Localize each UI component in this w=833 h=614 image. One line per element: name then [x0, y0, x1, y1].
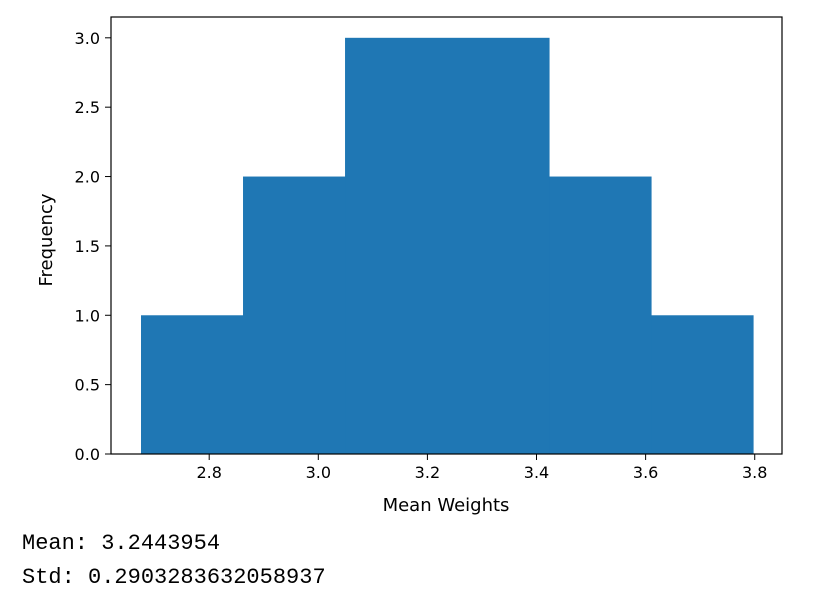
y-tick-label: 2.0: [75, 168, 100, 187]
y-tick-label: 1.5: [75, 237, 100, 256]
axis-ticks: 2.8 3.0 3.2 3.4 3.6 3.8 0.0 0.5 1.0 1.5 2.0 2.5 3.0: [75, 29, 768, 482]
histogram-bar: [345, 37, 550, 455]
histogram-bar: [141, 315, 244, 454]
x-tick-label: 3.4: [524, 463, 549, 482]
y-tick-label: 3.0: [75, 29, 100, 48]
plot-frame: [110, 16, 783, 455]
x-tick-label: 3.0: [306, 463, 331, 482]
x-axis-label: Mean Weights: [383, 495, 510, 516]
x-tick-label: 3.6: [633, 463, 658, 482]
histogram-bar: [651, 315, 754, 454]
y-axis-label: Frequency: [36, 193, 57, 286]
histogram-bars: [141, 37, 754, 455]
x-tick-label: 3.8: [742, 463, 767, 482]
y-tick-label: 0.0: [75, 445, 100, 464]
std-output: Std: 0.2903283632058937: [22, 565, 326, 590]
y-tick-label: 0.5: [75, 376, 100, 395]
y-tick-label: 1.0: [75, 306, 100, 325]
histogram-bar: [549, 176, 652, 455]
mean-output: Mean: 3.2443954: [22, 531, 221, 556]
histogram-bar: [243, 176, 346, 455]
x-tick-label: 2.8: [196, 463, 221, 482]
y-tick-label: 2.5: [75, 98, 100, 117]
x-tick-label: 3.2: [415, 463, 440, 482]
histogram-chart: 2.8 3.0 3.2 3.4 3.6 3.80.00.51.01.52.02.53.0 …: [36, 16, 783, 516]
